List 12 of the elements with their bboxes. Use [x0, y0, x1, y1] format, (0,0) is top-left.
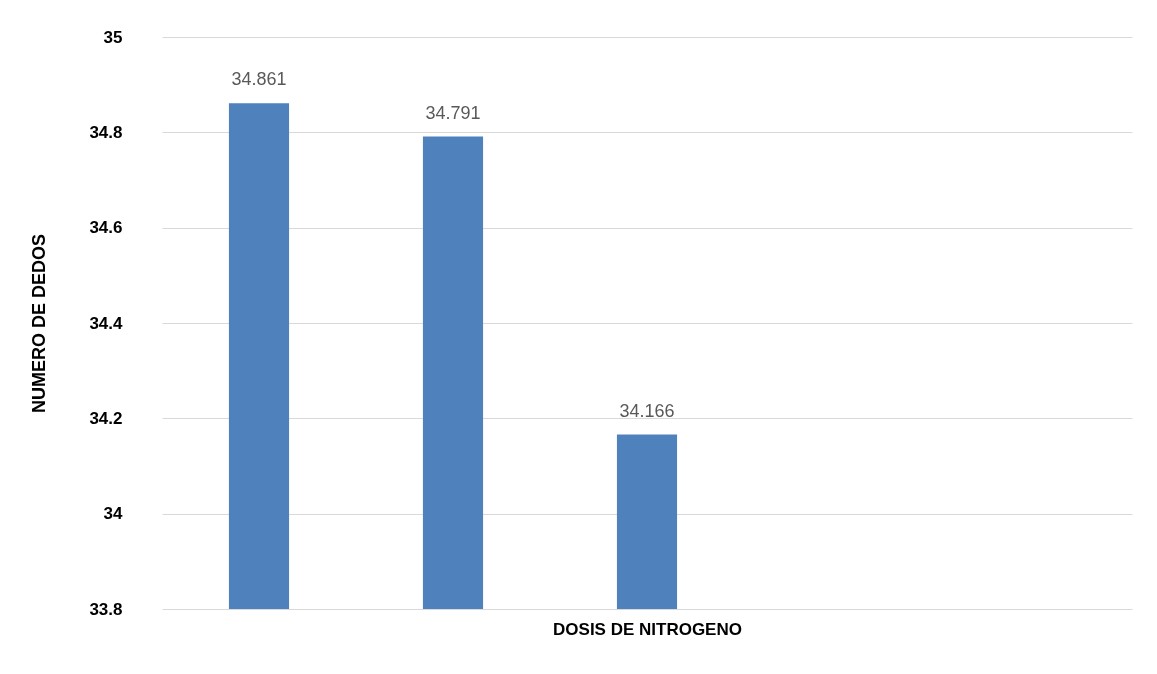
x-axis-title: DOSIS DE NITROGENO	[553, 619, 742, 639]
y-tick-label: 34.6	[89, 218, 123, 238]
y-tick-label: 34.2	[89, 408, 123, 428]
data-label: 34.791	[425, 102, 481, 123]
y-tick-label: 33.8	[89, 599, 123, 619]
data-label: 34.166	[619, 400, 675, 421]
data-label: 34.861	[231, 69, 287, 90]
y-tick-label: 34.4	[89, 313, 124, 333]
y-tick-label: 34.8	[89, 122, 123, 142]
y-tick-label: 34	[103, 504, 124, 524]
y-tick-label: 35	[103, 27, 123, 47]
y-axis-title: NUMERO DE DEDOS	[29, 233, 50, 414]
